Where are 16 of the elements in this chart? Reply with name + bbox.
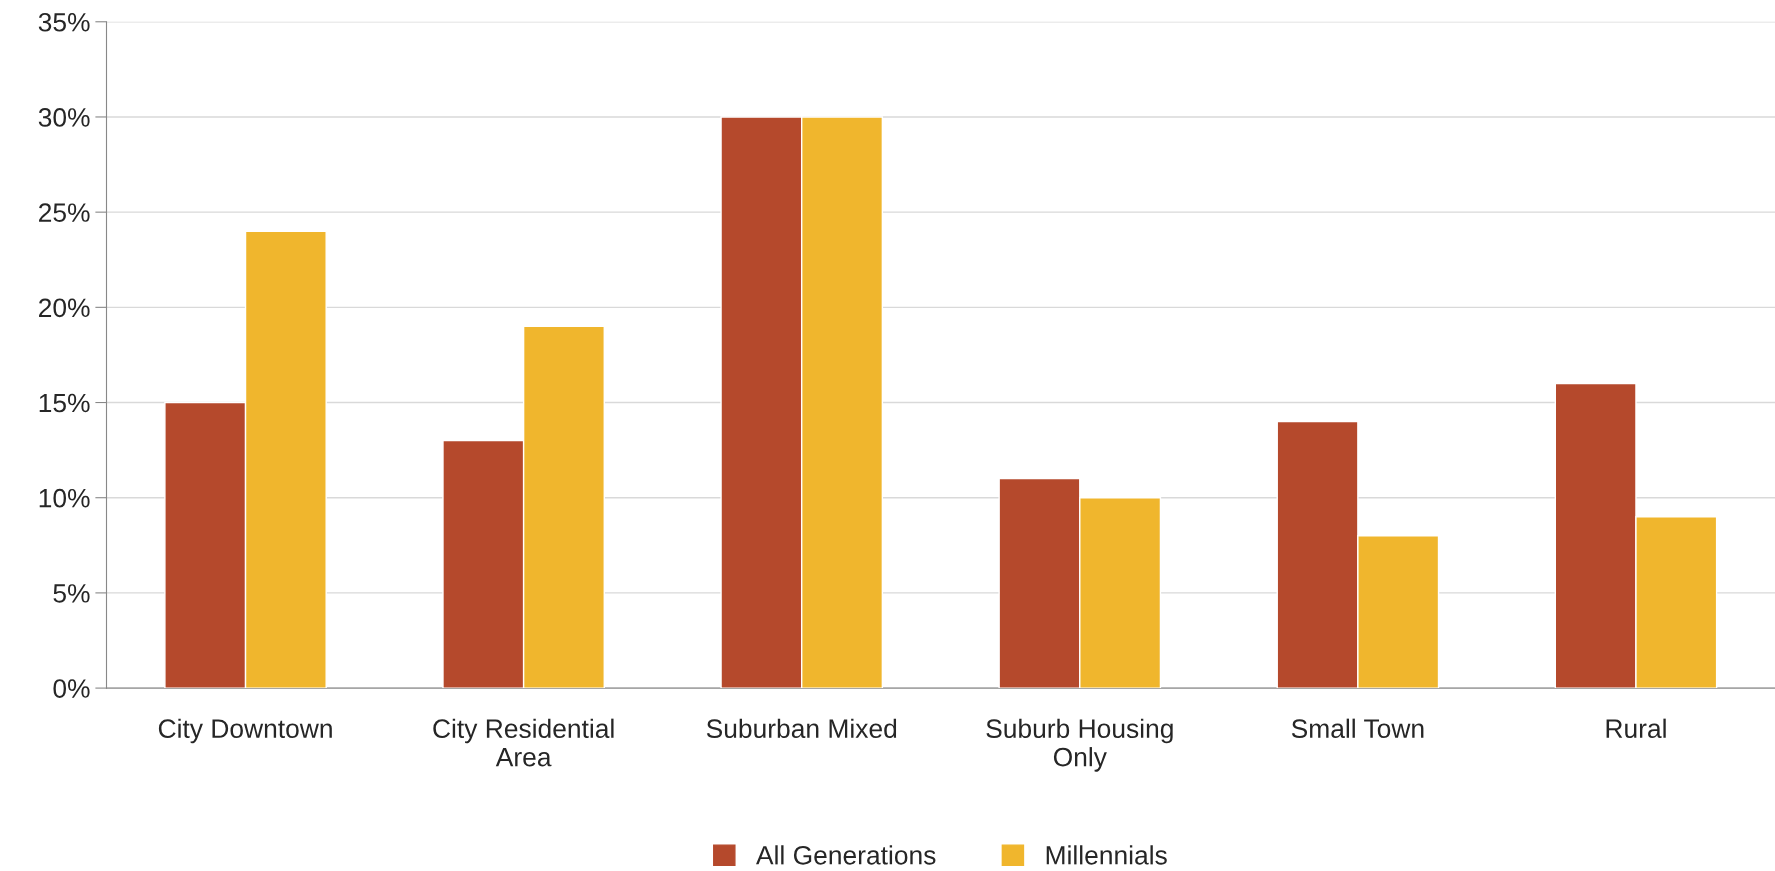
x-tick-label: City Downtown — [158, 718, 332, 744]
legend-label: All Generations — [756, 845, 936, 865]
x-tick-label: Suburban Mixed — [706, 718, 897, 739]
y-tick-label: 20% — [39, 298, 90, 318]
x-tick-label: Small Town — [1291, 718, 1424, 739]
y-tick-label: 30% — [38, 108, 90, 127]
y-tick-label: 10% — [39, 488, 90, 508]
y-tick-label: 35% — [38, 12, 90, 32]
y-tick-label: 0% — [53, 679, 90, 698]
x-tick-label: City Residential Area — [433, 718, 614, 767]
x-tick-label: Rural — [1606, 718, 1666, 739]
y-tick-label: 15% — [39, 393, 90, 413]
legend-label: Millennials — [1046, 845, 1167, 865]
y-tick-label: 5% — [53, 584, 90, 603]
x-tick-label: Suburb Housing Only — [986, 718, 1173, 772]
y-tick-label: 25% — [39, 203, 90, 222]
